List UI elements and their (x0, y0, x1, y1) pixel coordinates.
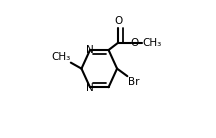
Text: O: O (131, 38, 139, 48)
Text: O: O (114, 16, 122, 26)
Text: N: N (86, 83, 94, 93)
Text: CH₃: CH₃ (51, 52, 70, 62)
Text: Br: Br (128, 77, 139, 87)
Text: N: N (86, 44, 94, 55)
Text: CH₃: CH₃ (142, 38, 161, 48)
